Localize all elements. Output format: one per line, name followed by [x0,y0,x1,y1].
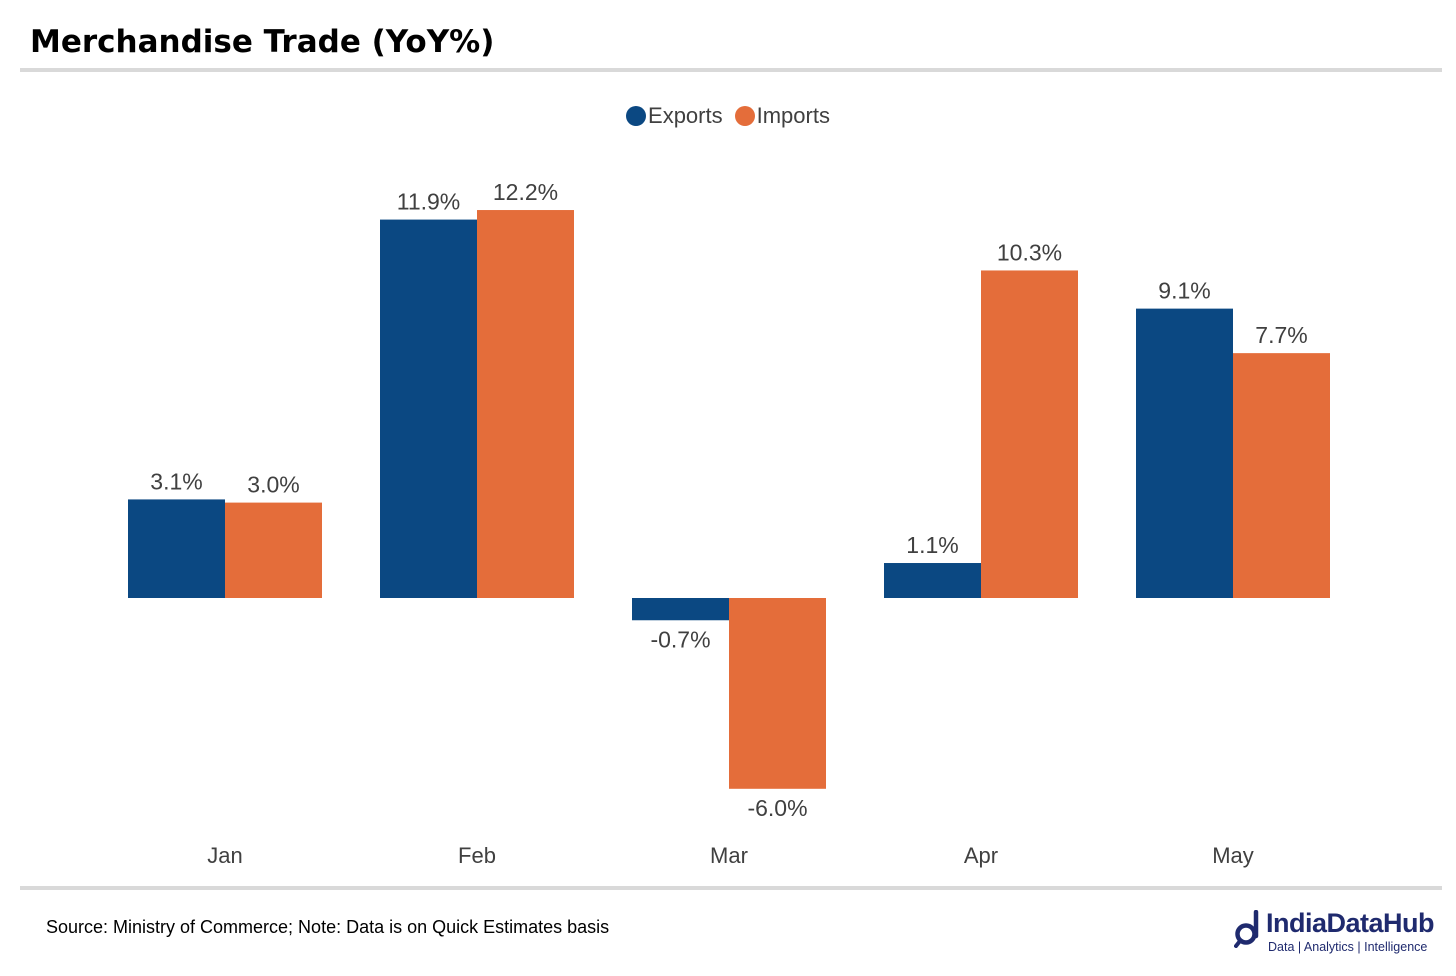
category-label-jan: Jan [207,843,242,868]
bar-chart: 3.1% 3.0% Jan 11.9% 12.2% Feb -0.7% -6.0% Mar 1.1… [128,179,1330,868]
bar-imports-may [1233,353,1330,598]
chart-legend: Exports Imports [0,101,1456,131]
category-label-may: May [1212,843,1254,868]
bar-imports-jan [225,502,322,598]
data-label-imports-may: 7.7% [1255,322,1307,348]
legend-label-exports: Exports [648,103,723,128]
source-note: Source: Ministry of Commerce; Note: Data… [46,917,610,937]
bar-exports-jan [128,499,225,598]
footer-divider [20,886,1442,890]
category-label-apr: Apr [964,843,998,868]
data-label-exports-mar: -0.7% [650,626,710,652]
category-label-mar: Mar [710,843,748,868]
logo-name: IndiaDataHub [1266,908,1435,938]
bar-imports-feb [477,210,574,598]
category-label-feb: Feb [458,843,496,868]
legend-item-exports: Exports [626,103,723,129]
chart-title: Merchandise Trade (YoY%) [30,24,495,60]
bar-exports-apr [884,563,981,598]
logo-tagline: Data | Analytics | Intelligence [1268,940,1428,954]
data-label-imports-apr: 10.3% [997,239,1062,265]
bar-exports-may [1136,308,1233,598]
legend-swatch-imports [734,106,755,126]
title-divider [20,68,1442,72]
legend-item-imports: Imports [734,103,830,129]
data-label-imports-mar: -6.0% [747,795,807,821]
data-label-imports-jan: 3.0% [247,472,299,498]
data-label-exports-apr: 1.1% [906,532,958,558]
data-label-exports-may: 9.1% [1158,278,1210,304]
legend-swatch-exports [626,106,647,126]
data-label-exports-jan: 3.1% [150,468,202,494]
bar-exports-mar [632,598,729,621]
bar-exports-feb [380,219,477,598]
bar-imports-apr [981,270,1078,598]
bar-imports-mar [729,598,826,789]
legend-label-imports: Imports [756,103,830,128]
logo-mark-icon [1234,910,1259,948]
data-label-imports-feb: 12.2% [493,179,558,205]
data-label-exports-feb: 11.9% [397,189,461,215]
brand-logo: IndiaDataHub Data | Analytics | Intellig… [1234,906,1444,958]
